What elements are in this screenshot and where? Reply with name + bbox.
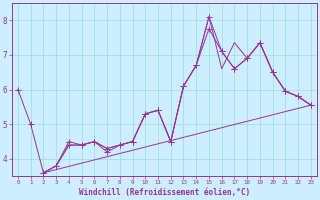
X-axis label: Windchill (Refroidissement éolien,°C): Windchill (Refroidissement éolien,°C) — [79, 188, 250, 197]
